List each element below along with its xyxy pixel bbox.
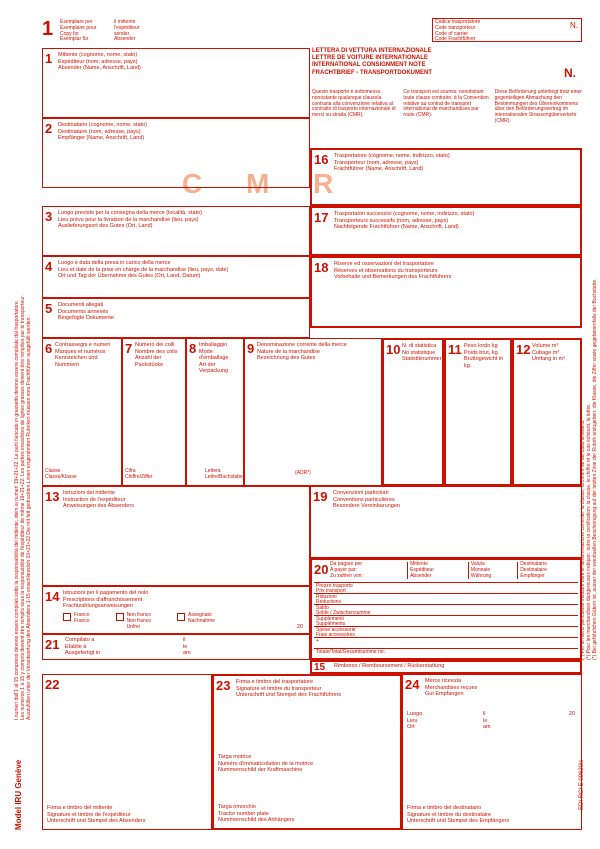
box-14: 14 Istruzioni per il pagamento del nolo … [42, 586, 310, 634]
model-iru: Model IRU Genève [14, 700, 23, 830]
class-row: Classe Classe/Klasse Cifra Chiffre/Ziffe… [42, 468, 382, 486]
box-2-consignee: 2 Destinatario (cognome, nome, stato) De… [42, 118, 310, 188]
box-12: 12 Volume m³ Cubage m³ Umfang in m³ [512, 338, 582, 486]
edi-code: EDI RCI E 00620is [579, 710, 586, 810]
box-1-sender: 1 Mittente (cognome, nome, stato) Expédi… [42, 48, 310, 118]
copy-number: 1 [42, 18, 53, 41]
box-9: 9 Denominazione corrente della merce Nat… [244, 338, 382, 486]
box-17-successive: 17 Trasportatori successivi (cognome, no… [310, 206, 582, 256]
side-left-text: I numeri dall'1 al 15 compreso devono es… [14, 80, 32, 720]
box-4-loading: 4 Luogo e data della presa in carico del… [42, 256, 310, 298]
box-6: 6 Contrassegni e numeri Marques et numér… [42, 338, 122, 486]
box-23: 23 Firma e timbro del trasportatore Sign… [212, 674, 402, 830]
box-18-reservations: 18 Riserve ed osservazioni del trasporta… [310, 256, 582, 328]
box-3-delivery: 3 Luogo previsto per la consegna della m… [42, 206, 310, 256]
box-24: 24 Merce ricevuta Merchandises reçues Gu… [402, 674, 582, 830]
box-11: 11 Peso lordo kg Poids brut, kg. Bruttog… [444, 338, 512, 486]
side-right-text: (*) Per le merci pericolose indicare olt… [580, 100, 598, 660]
title-block: LETTERA DI VETTURA INTERNAZIONALELETTRE … [312, 48, 582, 77]
box-10: 10 N. di statistica No statistique Stati… [382, 338, 444, 486]
box-21: 21 Compilato a Etablie à Ausgefertigt in… [42, 634, 310, 660]
sender-hdr: il mittentel'expéditeursenderAbsender [114, 20, 139, 43]
legal-text: Questo trasporto è sottomesso, nonostant… [312, 90, 582, 148]
box-7: 7 Numero dei colli Nombre des colis Anza… [122, 338, 186, 486]
box-22: 22 Firma e timbro del mittente Signature… [42, 674, 212, 830]
box-13: 13 Istruzioni del mittente Instruction d… [42, 486, 310, 586]
box-20: 20 Da pagare per: A payer par: Zu zahlen… [310, 558, 582, 660]
box-19: 19 Convenzioni particolari Conventions p… [310, 486, 582, 558]
box-8: 8 Imballaggio Mode d'emballage Art der V… [186, 338, 244, 486]
box-16-carrier: 16 Trasportatore (cognome, nome, indiriz… [310, 148, 582, 206]
box-15: 15 Rimborso / Remboursement / Rückerstat… [310, 660, 582, 674]
box-5-documents: 5 Documenti allegati Documents annexés B… [42, 298, 310, 338]
carrier-code-box: Codice trasportatoreCode transporteurCod… [432, 18, 582, 42]
copy-for-labels: Esemplare perExemplaire pourCopy forExem… [60, 20, 96, 43]
